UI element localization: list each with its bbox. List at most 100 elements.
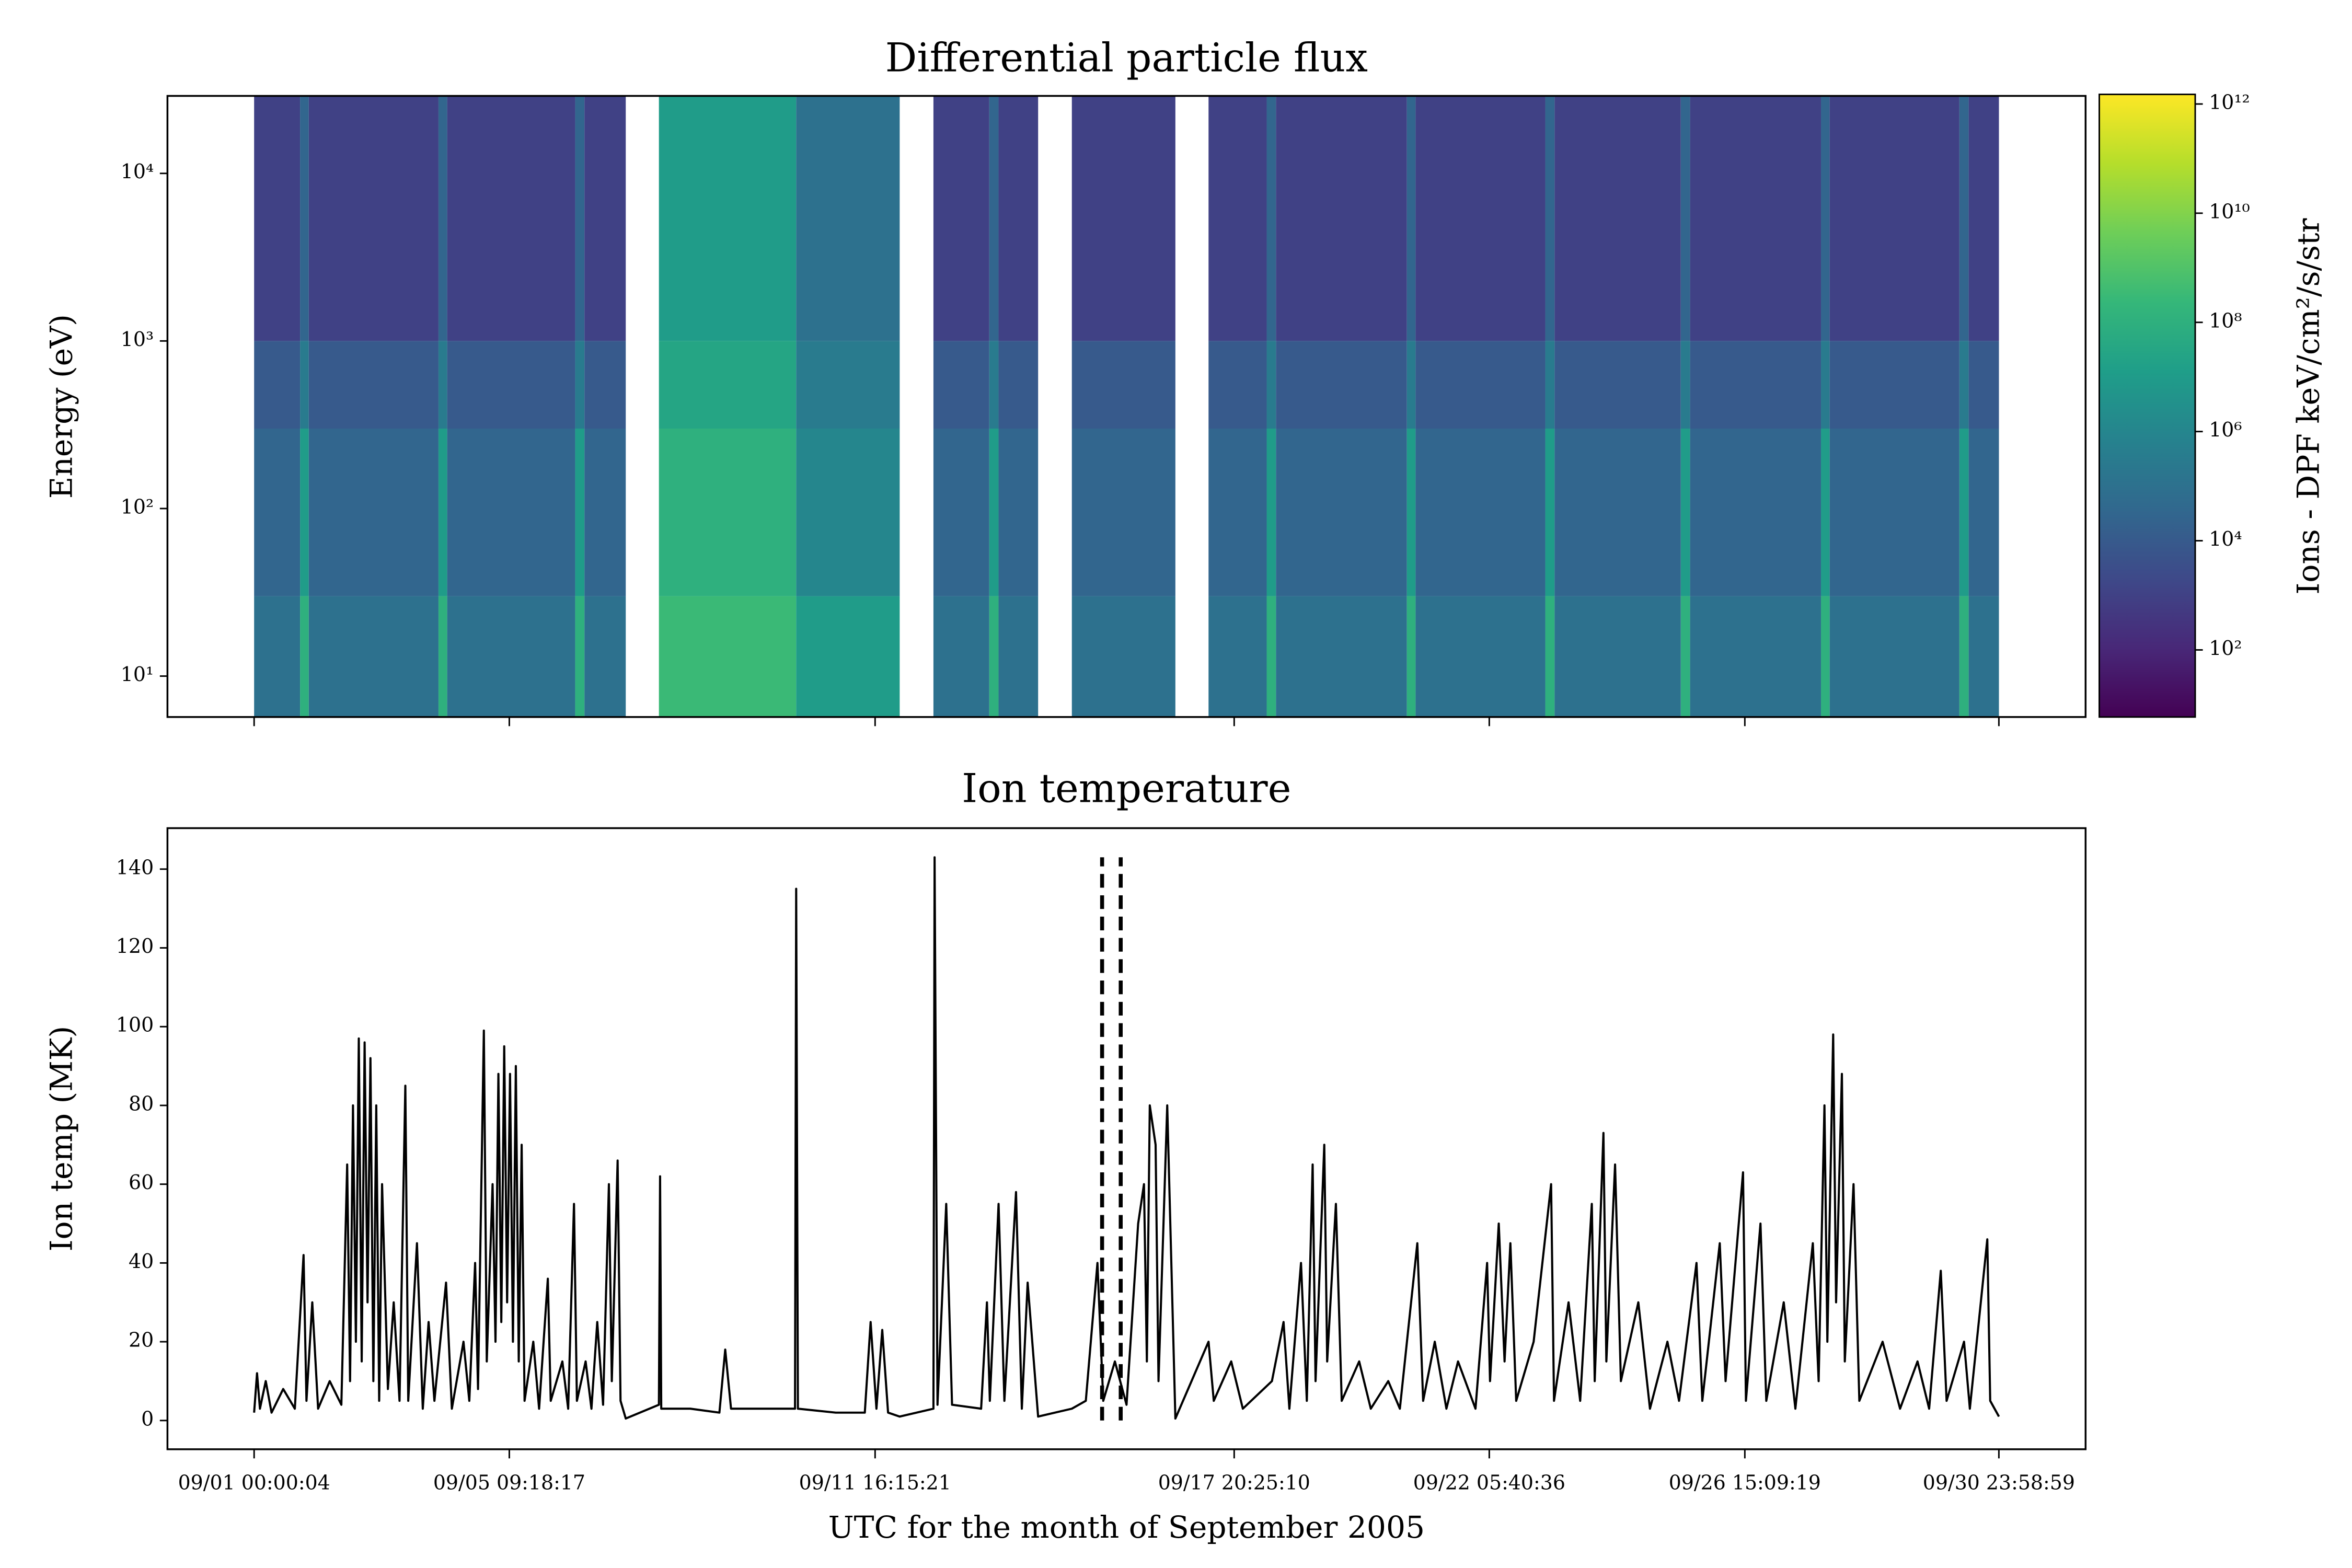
colorbar-tick-label: 10¹² xyxy=(2209,90,2250,113)
flux-cell xyxy=(1545,96,1555,341)
axes-frame xyxy=(166,95,2087,718)
flux-cell xyxy=(1829,428,1959,596)
y-tick-label: 0 xyxy=(141,1407,154,1430)
flux-cell xyxy=(1266,428,1276,596)
flux-cell xyxy=(575,428,585,596)
flux-cell xyxy=(1071,341,1175,429)
flux-cell xyxy=(1208,428,1267,596)
flux-cell xyxy=(584,596,626,717)
flux-cell xyxy=(1266,341,1276,429)
flux-cell xyxy=(447,96,575,341)
colorbar-label: Ions - DPF keV/cm²/s/str xyxy=(2290,218,2326,595)
flux-cell xyxy=(1071,596,1175,717)
flux-cell xyxy=(1554,341,1681,429)
flux-cell xyxy=(575,96,585,341)
flux-cell xyxy=(1680,596,1690,717)
colorbar xyxy=(2099,94,2196,718)
flux-cell xyxy=(796,428,900,596)
flux-cell xyxy=(1415,96,1546,341)
flux-cell xyxy=(308,96,439,341)
flux-cell xyxy=(1829,596,1959,717)
colorbar-tick-label: 10¹⁰ xyxy=(2209,200,2250,223)
flux-cell xyxy=(308,341,439,429)
flux-cell xyxy=(1276,96,1407,341)
flux-cell xyxy=(300,341,309,429)
flux-cell xyxy=(998,596,1039,717)
flux-cell xyxy=(308,428,439,596)
flux-cell xyxy=(438,96,447,341)
y-tick-label: 100 xyxy=(116,1013,154,1036)
flux-cell xyxy=(1820,96,1830,341)
flux-cell xyxy=(254,596,301,717)
y-tick-label: 60 xyxy=(129,1171,154,1194)
flux-cell xyxy=(584,428,626,596)
y-tick-label: 140 xyxy=(116,856,154,879)
flux-cell xyxy=(1071,96,1175,341)
flux-cell xyxy=(1968,596,1999,717)
flux-cell xyxy=(1968,96,1999,341)
flux-cell xyxy=(1415,341,1546,429)
flux-cell xyxy=(796,341,900,429)
flux-cell xyxy=(989,596,999,717)
y-tick-label: 120 xyxy=(116,935,154,958)
flux-cell xyxy=(1680,341,1690,429)
flux-cell xyxy=(1690,341,1821,429)
flux-cell xyxy=(1690,96,1821,341)
bottom-y-label: Ion temp (MK) xyxy=(43,1026,79,1252)
flux-cell xyxy=(1680,428,1690,596)
flux-cell xyxy=(1690,596,1821,717)
flux-cell xyxy=(989,428,999,596)
y-tick-label: 10⁴ xyxy=(121,160,154,183)
flux-cell xyxy=(1276,428,1407,596)
flux-cell xyxy=(998,428,1039,596)
flux-cell xyxy=(1406,96,1416,341)
flux-cell xyxy=(1820,428,1830,596)
flux-cell xyxy=(584,96,626,341)
x-tick-label: 09/30 23:58:59 xyxy=(1923,1471,2075,1494)
bottom-title: Ion temperature xyxy=(962,766,1291,812)
colorbar-tick-label: 10² xyxy=(2209,637,2242,660)
flux-cell xyxy=(1266,96,1276,341)
flux-cell xyxy=(1415,428,1546,596)
flux-cell xyxy=(659,96,797,341)
top-title: Differential particle flux xyxy=(885,35,1368,81)
colorbar-tick-label: 10⁸ xyxy=(2209,309,2242,332)
flux-cell xyxy=(1554,596,1681,717)
flux-cell xyxy=(1266,596,1276,717)
flux-cell xyxy=(1545,428,1555,596)
flux-cell xyxy=(584,341,626,429)
flux-cell xyxy=(254,96,301,341)
flux-cell xyxy=(1415,596,1546,717)
x-tick-label: 09/22 05:40:36 xyxy=(1413,1471,1565,1494)
x-tick-label: 09/26 15:09:19 xyxy=(1669,1471,1821,1494)
flux-cell xyxy=(1968,428,1999,596)
y-tick-label: 40 xyxy=(129,1250,154,1273)
flux-cell xyxy=(1276,596,1407,717)
flux-cell xyxy=(1829,96,1959,341)
flux-cell xyxy=(438,596,447,717)
flux-cell xyxy=(659,341,797,429)
flux-cell xyxy=(308,596,439,717)
flux-cell xyxy=(1208,96,1267,341)
y-tick-label: 10¹ xyxy=(121,663,154,686)
flux-cell xyxy=(254,428,301,596)
flux-cell xyxy=(1208,596,1267,717)
x-label: UTC for the month of September 2005 xyxy=(828,1509,1425,1545)
flux-cell xyxy=(1208,341,1267,429)
flux-cell xyxy=(1959,428,1969,596)
flux-cell xyxy=(998,96,1039,341)
axes-frame xyxy=(166,827,2087,1450)
flux-cell xyxy=(659,596,797,717)
x-tick-label: 09/01 00:00:04 xyxy=(178,1471,330,1494)
flux-cell xyxy=(447,428,575,596)
flux-cell xyxy=(796,596,900,717)
flux-cell xyxy=(300,596,309,717)
flux-cell xyxy=(933,596,989,717)
y-tick-label: 10² xyxy=(121,495,154,518)
flux-cell xyxy=(1959,596,1969,717)
flux-cell xyxy=(989,96,999,341)
flux-cell xyxy=(1545,596,1555,717)
top-y-label: Energy (eV) xyxy=(43,314,79,499)
